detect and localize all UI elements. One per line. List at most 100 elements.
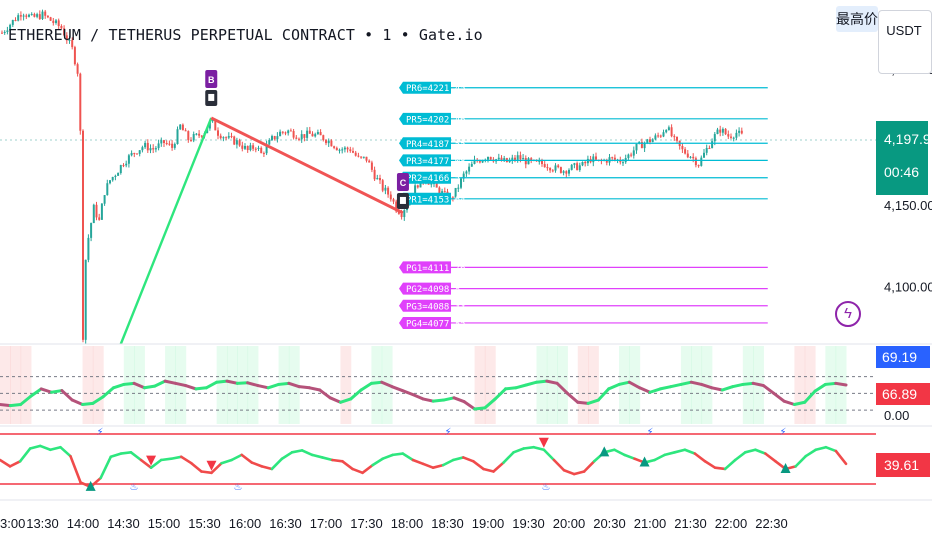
oscillator-segment [693,452,707,463]
zone-shade [557,346,568,424]
candle-body [451,197,454,199]
oscillator-segment [565,391,580,404]
oscillator-segment [710,386,724,392]
oscillator-segment [8,403,23,408]
oscillator-segment [653,453,667,462]
time-axis-label: 19:00 [472,516,505,531]
candle-body [55,20,57,23]
oscillator-segment [318,388,332,400]
candle-body [632,150,635,156]
oscillator-segment [290,449,304,454]
support-level-tag [399,316,451,329]
candle-body [33,14,36,17]
price-axis-label: 4,150.00 [884,198,932,213]
price-axis[interactable]: 4,200.004,100.004,150.004,197.9000:46 [0,62,932,345]
candle-body [198,133,201,136]
candle-body [573,163,576,165]
oscillator-segment [331,458,344,463]
zone-shade [82,346,94,424]
lightning-icon[interactable]: ϟ [835,301,861,327]
candle-body [473,159,476,164]
candle-body [260,147,263,154]
oscillator-segment [483,397,497,410]
candle-body [341,149,344,151]
zone-shade [20,346,32,424]
oscillator-segment [794,454,808,468]
candle-body [214,120,217,131]
osc1-signal-tag [876,383,930,405]
buy-arrow-icon [599,446,610,457]
time-axis-label: 13:30 [26,516,59,531]
highest-price-button[interactable]: 最高价 [836,6,878,32]
candle-body [441,191,444,195]
oscillator-segment [733,451,747,462]
candle-body [14,20,17,22]
oscillator-segment [235,381,250,385]
divergence-bottom-icon: ♨ [234,482,243,493]
buy-arrow-icon [780,462,791,473]
candle-body [306,130,309,138]
time-axis-label: 15:00 [148,516,181,531]
symbol-title: ETHEREUM / TETHERUS PERPETUAL CONTRACT •… [8,26,483,44]
divergence-top-icon: ⚡ [444,427,451,438]
candle-body [465,171,468,174]
current-price-value: 4,197.90 [884,131,932,147]
candle-body [395,201,398,212]
oscillator-segment [163,379,177,385]
candle-body [721,128,724,133]
zone-shade [484,346,496,424]
oscillator-segment [287,381,301,389]
osc1-axis-label: 0.00 [884,408,909,423]
candle-body [373,169,376,180]
candle-body [163,140,165,144]
zone-shade [588,346,599,424]
candle-body [646,139,649,143]
candle-body [82,130,84,340]
oscillator-segment [663,451,677,457]
oscillator-segment [673,448,687,454]
sell-arrow-icon [206,460,217,471]
candle-body [227,136,230,138]
currency-label[interactable]: USDT [886,23,922,38]
candle-body [95,204,98,218]
oscillator-segment [623,453,636,461]
candle-body [106,183,109,196]
time-axis[interactable]: 3:00 13:30 14:00 14:30 15:00 15:30 16:00 16:30 1… [0,516,788,531]
oscillator-segment [813,382,827,393]
oscillator-segment [576,400,590,405]
oscillator-segment [638,386,652,394]
candle-body [387,187,390,195]
resistance-level-label: PR1=4153.64 [406,195,466,205]
candle-body [705,148,708,153]
support-level-tag [399,261,451,274]
candle-body [562,171,565,173]
oscillator-segment [132,381,146,390]
oscillator-segment [200,470,213,475]
oscillator-segment [169,455,183,461]
time-axis-label: 18:30 [431,516,464,531]
oscillator-segment [139,458,153,469]
candle-body [333,146,336,148]
zone-shade [804,346,816,424]
zone-shade [226,346,238,424]
time-axis-label: 20:30 [593,516,626,531]
candle-body [460,178,462,188]
candle-body [659,135,662,137]
candle-body [46,15,49,18]
oscillator-segment [723,458,737,471]
candle-body [109,180,111,184]
resistance-level-label: PR3=4177.08 [406,157,466,167]
oscillator-segment [542,448,556,462]
divergence-top-icon: ⚡ [779,427,786,438]
sell-arrow-icon [538,437,549,448]
oscillator-segment [380,380,394,389]
time-axis-label: 17:30 [350,516,383,531]
candle-body [665,130,668,133]
oscillator-segment [70,398,85,406]
candle-body [613,157,616,160]
oscillator-panel-2: ⚡ ⚡ ⚡ ⚡ ♨ ♨ ♨ 39.61 [0,427,932,501]
oscillator-segment [431,463,445,469]
oscillator-segment [514,383,528,390]
resistance-level-tag [399,137,451,150]
candle-body [195,133,198,135]
